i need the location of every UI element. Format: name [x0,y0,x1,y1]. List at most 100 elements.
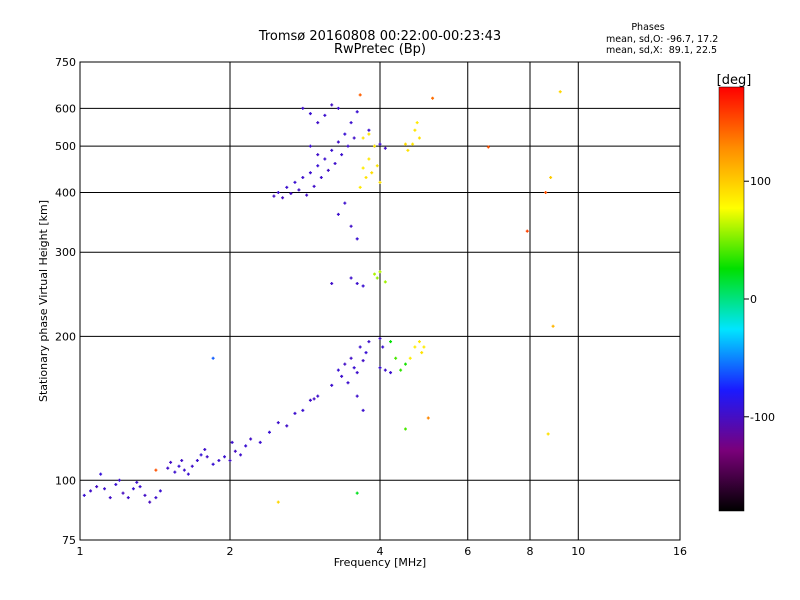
echo-point [406,148,410,152]
echo-point [99,472,103,476]
y-axis-ticks: 75 100 200 300 400 500 600 750 [55,56,76,547]
echo-point [383,280,387,284]
echo-point [361,359,365,363]
echo-point [355,394,359,398]
echo-point [358,93,362,97]
echo-point [330,148,334,152]
echo-point [301,175,305,179]
echo-point [431,96,435,100]
echo-point [312,397,316,401]
phase-stats-x: mean, sd,X: 89.1, 22.5 [606,45,717,56]
echo-point [389,340,393,344]
echo-point [349,224,353,228]
echo-point [177,464,181,468]
echo-point [316,153,320,157]
echo-point [154,496,158,500]
echo-point [486,145,490,149]
echo-point [293,411,297,415]
echo-point [355,110,359,114]
echo-point [276,500,280,504]
echo-point [293,180,297,184]
echo-point [230,440,234,444]
x-tick-label: 8 [527,545,534,558]
echo-point [186,472,190,476]
echo-point [166,466,170,470]
echo-point [417,136,421,140]
echo-point [389,371,393,375]
echo-point [333,161,337,165]
y-tick-label: 100 [55,474,76,487]
x-tick-label: 4 [377,545,384,558]
echo-point [370,171,374,175]
chart-subtitle: RwPretec (Bp) [334,42,426,57]
echo-point [316,121,320,125]
echo-point [289,192,293,196]
echo-point [403,427,407,431]
echo-point [308,112,312,116]
echo-point [358,185,362,189]
echo-point [346,144,350,148]
y-tick-label: 200 [55,330,76,343]
echo-point [148,500,152,504]
echo-point [205,455,209,459]
echo-point [340,153,344,157]
colorbar: [deg] 100 0 -100 [717,73,775,512]
echo-point [308,171,312,175]
echo-point [135,480,139,484]
echo-point [355,237,359,241]
echo-point [420,351,424,355]
echo-point [131,487,135,491]
echo-point [546,432,550,436]
echo-point [143,493,147,497]
echo-point [413,345,417,349]
echo-point [352,366,356,370]
echo-point [108,496,112,500]
echo-point [551,324,555,328]
echo-point [378,366,382,370]
echo-point [373,272,377,276]
echo-point [312,184,316,188]
echo-point [378,336,382,340]
echo-point [336,368,340,372]
echo-point [343,362,347,366]
echo-point [364,351,368,355]
echo-point [346,381,350,385]
echo-point [375,164,379,168]
echo-point [383,368,387,372]
echo-point [244,444,248,448]
y-tick-label: 300 [55,246,76,259]
x-tick-label: 10 [571,545,585,558]
echo-point [411,142,415,146]
x-axis-ticks: 1 2 4 6 8 10 16 [77,545,688,558]
echo-point [330,383,334,387]
echo-point [336,140,340,144]
echo-point [367,340,371,344]
y-tick-label: 75 [62,534,76,547]
echo-point [301,106,305,110]
x-tick-label: 2 [227,545,234,558]
echo-point [301,408,305,412]
echo-point [126,496,130,500]
grid-lines [80,62,680,540]
echo-point [319,175,323,179]
echo-point [217,458,221,462]
echo-point [403,362,407,366]
echo-point [336,212,340,216]
echo-point [383,146,387,150]
echo-point [361,408,365,412]
x-axis-label: Frequency [MHz] [334,556,426,569]
y-tick-label: 500 [55,140,76,153]
echo-point [180,458,184,462]
echo-point [349,121,353,125]
echo-point [422,345,426,349]
echo-point [364,175,368,179]
y-tick-label: 400 [55,186,76,199]
phase-stats-o: mean, sd,O: -96.7, 17.2 [606,34,718,45]
echo-point [415,121,419,125]
echo-point [336,106,340,110]
echo-point [361,136,365,140]
y-tick-label: 600 [55,102,76,115]
x-tick-label: 16 [673,545,687,558]
echo-point [417,340,421,344]
colorbar-tick-label: 0 [750,293,757,306]
